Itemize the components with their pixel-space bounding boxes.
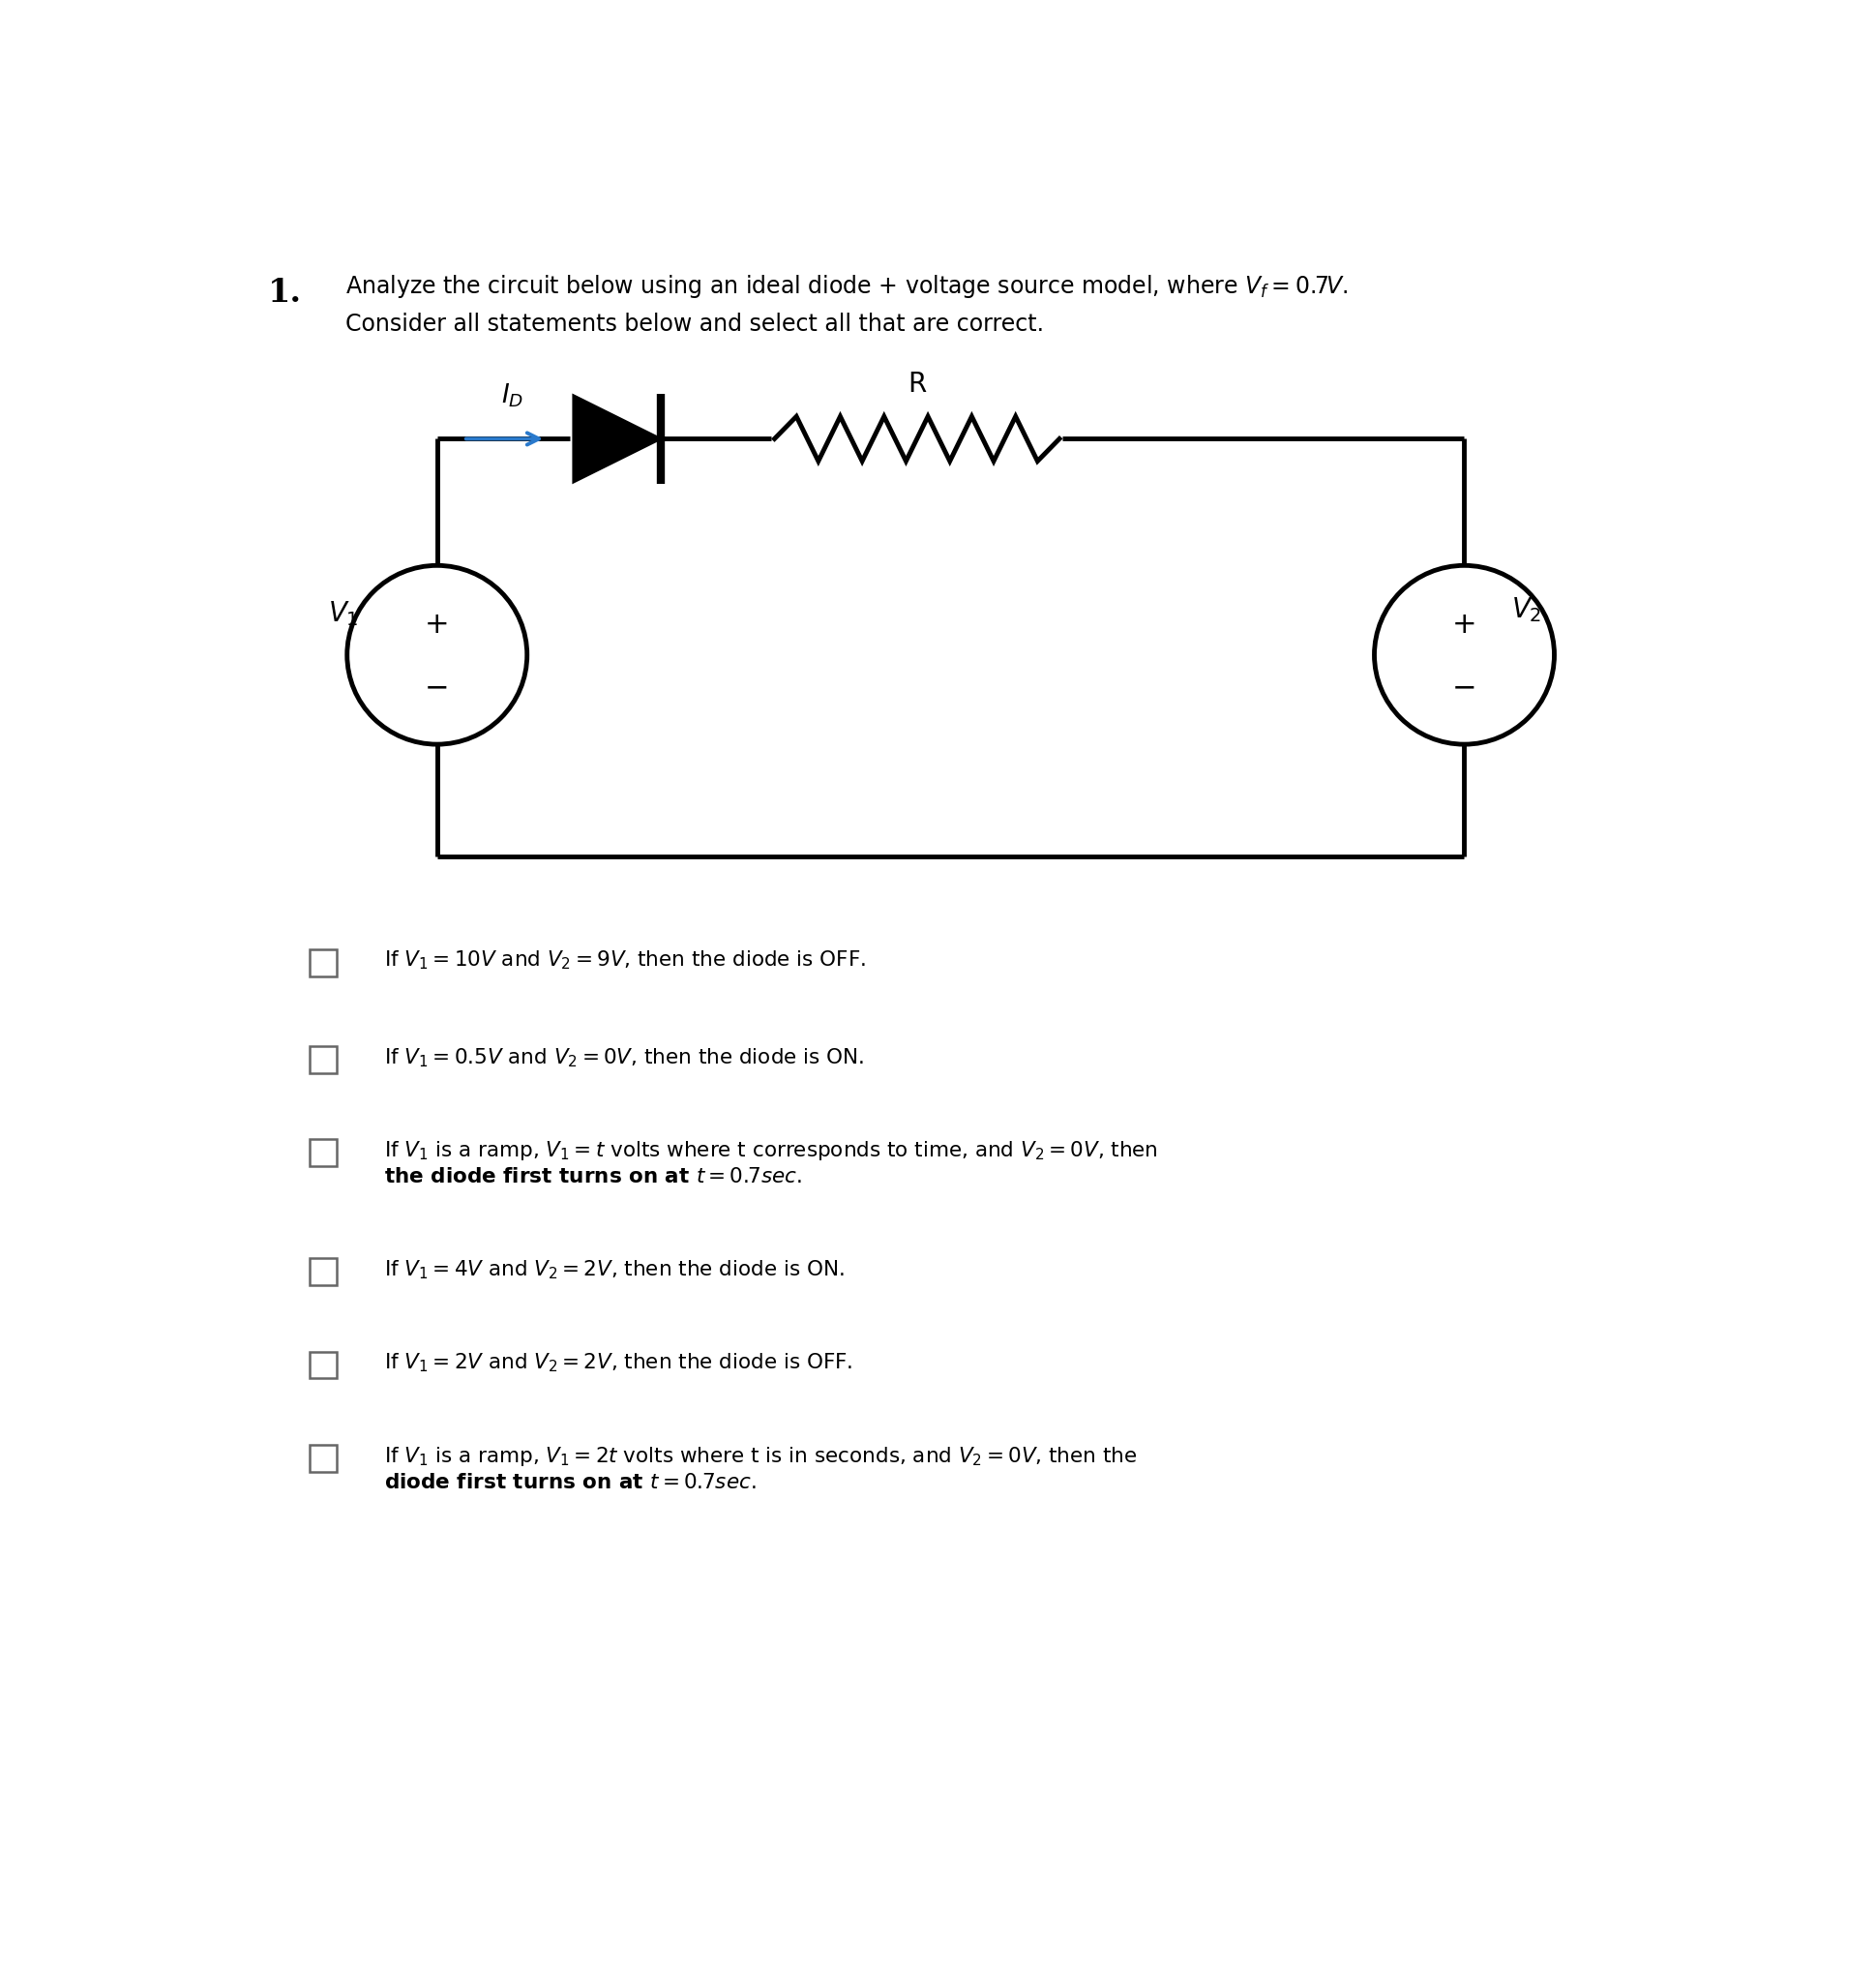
Text: −: − — [424, 675, 448, 703]
Text: +: + — [1452, 612, 1476, 640]
Text: Consider all statements below and select all that are correct.: Consider all statements below and select… — [345, 313, 1043, 335]
Text: If $V_1 = 2V$ and $V_2 = 2V$, then the diode is OFF.: If $V_1 = 2V$ and $V_2 = 2V$, then the d… — [385, 1352, 854, 1374]
Bar — [310, 1445, 336, 1471]
Bar — [310, 1045, 336, 1073]
Text: diode first turns on at $t = 0.7sec.$: diode first turns on at $t = 0.7sec.$ — [385, 1473, 756, 1493]
Text: 1.: 1. — [268, 277, 302, 309]
Text: If $V_1 = 4V$ and $V_2 = 2V$, then the diode is ON.: If $V_1 = 4V$ and $V_2 = 2V$, then the d… — [385, 1259, 844, 1281]
Bar — [310, 1138, 336, 1166]
Text: the diode first turns on at $t = 0.7sec.$: the diode first turns on at $t = 0.7sec.… — [385, 1168, 803, 1186]
Text: If $V_1 = 0.5V$ and $V_2 = 0V$, then the diode is ON.: If $V_1 = 0.5V$ and $V_2 = 0V$, then the… — [385, 1045, 865, 1069]
Text: $V_2$: $V_2$ — [1510, 596, 1540, 624]
Text: −: − — [1452, 675, 1476, 703]
Text: $I_D$: $I_D$ — [501, 382, 523, 410]
Polygon shape — [574, 396, 660, 481]
Bar — [310, 948, 336, 976]
Bar — [310, 1259, 336, 1285]
Text: $V_1$: $V_1$ — [328, 600, 358, 628]
Text: If $V_1$ is a ramp, $V_1 = t$ volts where t corresponds to time, and $V_2 = 0V$,: If $V_1$ is a ramp, $V_1 = t$ volts wher… — [385, 1138, 1157, 1162]
Text: If $V_1 = 10V$ and $V_2 = 9V$, then the diode is OFF.: If $V_1 = 10V$ and $V_2 = 9V$, then the … — [385, 948, 867, 972]
Text: R: R — [908, 370, 925, 398]
Bar — [310, 1352, 336, 1378]
Text: Analyze the circuit below using an ideal diode + voltage source model, where $V_: Analyze the circuit below using an ideal… — [345, 273, 1347, 301]
Text: If $V_1$ is a ramp, $V_1 = 2t$ volts where t is in seconds, and $V_2 = 0V$, then: If $V_1$ is a ramp, $V_1 = 2t$ volts whe… — [385, 1445, 1137, 1467]
Text: +: + — [424, 612, 448, 640]
